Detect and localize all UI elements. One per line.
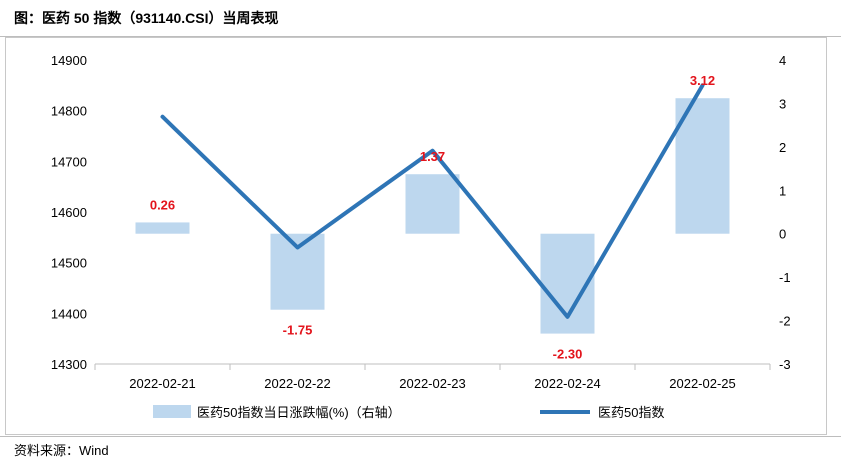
bar [405, 174, 460, 234]
bar [675, 98, 730, 234]
right-axis: -3 -2 -1 0 1 2 3 4 [779, 53, 791, 372]
right-tick-label: -3 [779, 357, 791, 372]
legend-bar-swatch [153, 405, 191, 418]
data-labels: 0.26 -1.75 1.37 -2.30 3.12 [150, 73, 715, 361]
x-tick-label: 2022-02-22 [264, 376, 331, 391]
title-divider [0, 36, 841, 37]
left-tick-label: 14300 [51, 357, 87, 372]
right-tick-label: -1 [779, 270, 791, 285]
data-label: 1.37 [420, 149, 445, 164]
source-note: 资料来源：Wind [14, 443, 109, 458]
source-divider [0, 436, 841, 437]
chart-title: 图：医药 50 指数（931140.CSI）当周表现 [14, 10, 279, 26]
right-tick-label: 1 [779, 183, 786, 198]
right-tick-label: 4 [779, 53, 786, 68]
x-axis: 2022-02-21 2022-02-22 2022-02-23 2022-02-24… [94, 364, 771, 391]
left-tick-label: 14700 [51, 154, 87, 169]
left-tick-label: 14600 [51, 205, 87, 220]
left-tick-label: 14400 [51, 306, 87, 321]
left-axis: 14300 14400 14500 14600 14700 14800 14900 [51, 53, 87, 372]
bar [135, 222, 190, 234]
chart-frame [5, 37, 827, 435]
x-tick-label: 2022-02-24 [534, 376, 601, 391]
series-line [160, 83, 705, 319]
legend: 医药50指数当日涨跌幅(%)（右轴） 医药50指数 [153, 405, 664, 420]
bar-series [135, 98, 730, 334]
left-tick-label: 14800 [51, 104, 87, 119]
x-tick-label: 2022-02-23 [399, 376, 466, 391]
right-tick-label: -2 [779, 314, 791, 329]
data-label: -1.75 [283, 323, 313, 338]
right-tick-label: 2 [779, 140, 786, 155]
left-tick-label: 14500 [51, 256, 87, 271]
x-tick-label: 2022-02-25 [669, 376, 736, 391]
line-series [160, 83, 705, 319]
right-tick-label: 0 [779, 227, 786, 242]
legend-line-label: 医药50指数 [598, 405, 664, 420]
data-label: -2.30 [553, 347, 583, 362]
x-tick-label: 2022-02-21 [129, 376, 196, 391]
legend-bar-label: 医药50指数当日涨跌幅(%)（右轴） [197, 405, 401, 420]
data-label: 0.26 [150, 197, 175, 212]
data-label: 3.12 [690, 73, 715, 88]
left-tick-label: 14900 [51, 53, 87, 68]
right-tick-label: 3 [779, 96, 786, 111]
